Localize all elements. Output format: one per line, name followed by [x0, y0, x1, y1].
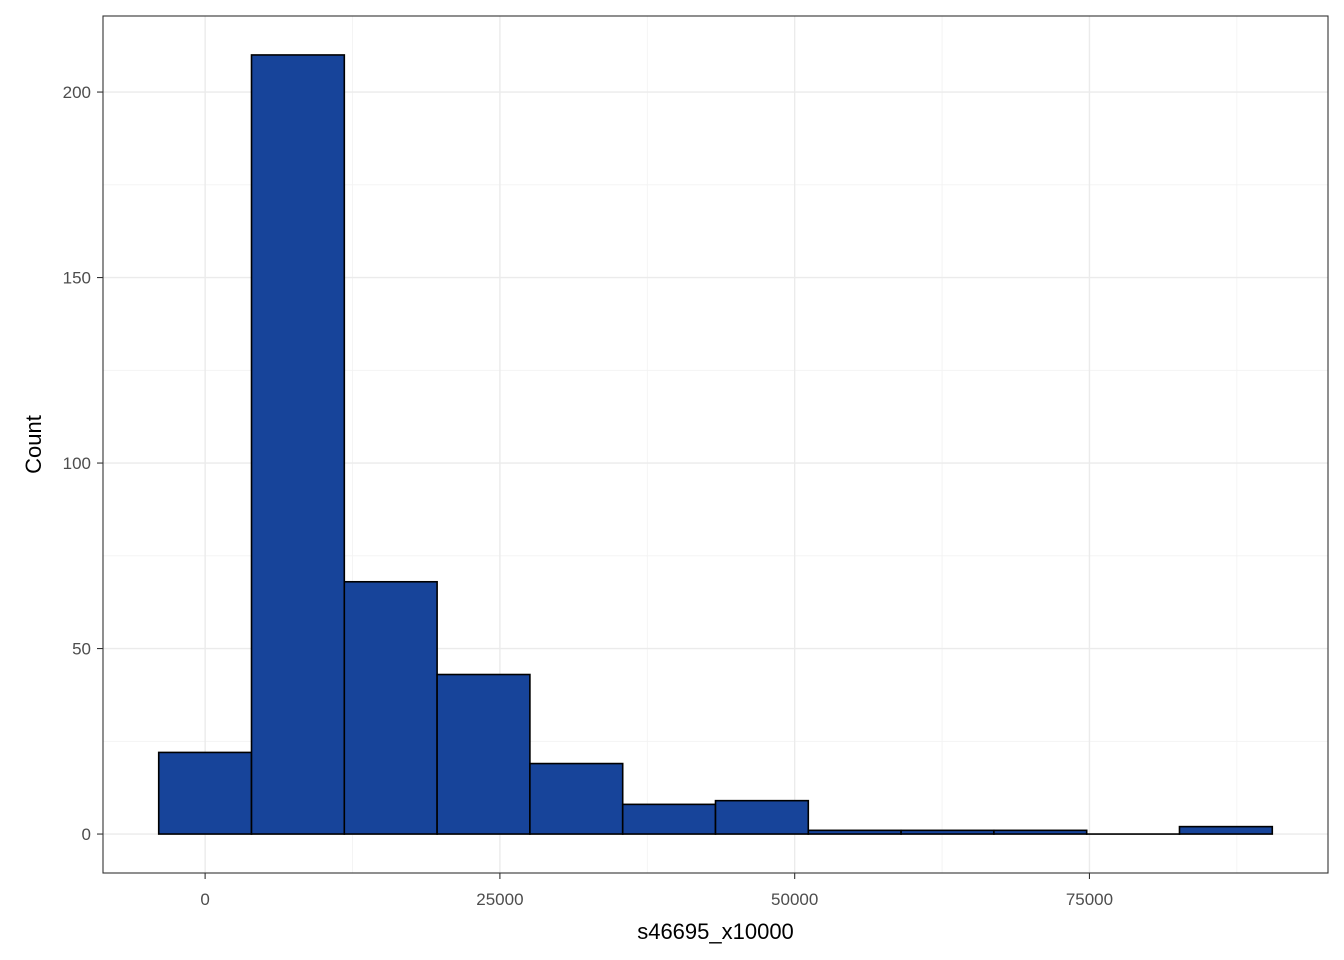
axes: 0 25000 50000 75000 0 50 100 150 200 — [63, 83, 1113, 909]
histogram-bar — [157, 751, 253, 835]
histogram-bar — [436, 673, 531, 835]
y-tick-label: 150 — [63, 269, 91, 288]
y-tick-label: 0 — [82, 825, 91, 844]
x-tick-label: 25000 — [476, 890, 523, 909]
panel-border — [102, 15, 1329, 874]
x-tick-label: 75000 — [1066, 890, 1113, 909]
x-tick-label: 50000 — [771, 890, 818, 909]
x-axis-title: s46695_x10000 — [637, 919, 794, 944]
histogram-bar — [714, 799, 810, 835]
histogram-bar — [621, 803, 717, 835]
histogram-bar — [1178, 825, 1274, 835]
histogram-bar — [807, 829, 902, 835]
histogram-bar — [529, 762, 624, 835]
y-tick-label: 200 — [63, 83, 91, 102]
y-tick-label: 100 — [63, 454, 91, 473]
histogram-bar — [343, 580, 438, 835]
x-tick-label: 0 — [200, 890, 209, 909]
histogram-bar — [250, 54, 346, 835]
y-tick-label: 50 — [72, 640, 91, 659]
histogram-bar — [993, 829, 1088, 835]
histogram-bar — [900, 829, 995, 835]
y-axis-title: Count — [21, 415, 46, 474]
histogram-bars — [157, 54, 1274, 835]
